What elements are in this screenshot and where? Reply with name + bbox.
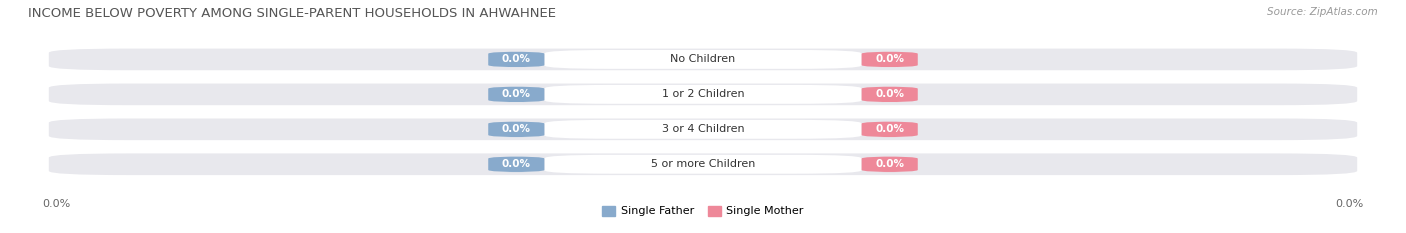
FancyBboxPatch shape	[49, 84, 1357, 105]
FancyBboxPatch shape	[862, 52, 918, 67]
FancyBboxPatch shape	[544, 50, 862, 69]
FancyBboxPatch shape	[488, 52, 544, 67]
FancyBboxPatch shape	[49, 118, 1357, 140]
Text: 0.0%: 0.0%	[875, 124, 904, 134]
Text: 0.0%: 0.0%	[502, 55, 531, 64]
FancyBboxPatch shape	[488, 122, 544, 137]
FancyBboxPatch shape	[862, 122, 918, 137]
FancyBboxPatch shape	[862, 157, 918, 172]
Text: 3 or 4 Children: 3 or 4 Children	[662, 124, 744, 134]
Text: 1 or 2 Children: 1 or 2 Children	[662, 89, 744, 99]
FancyBboxPatch shape	[49, 154, 1357, 175]
FancyBboxPatch shape	[488, 87, 544, 102]
FancyBboxPatch shape	[49, 49, 1357, 70]
Text: 0.0%: 0.0%	[502, 124, 531, 134]
FancyBboxPatch shape	[544, 155, 862, 174]
FancyBboxPatch shape	[862, 87, 918, 102]
Text: 0.0%: 0.0%	[502, 159, 531, 169]
Text: No Children: No Children	[671, 55, 735, 64]
FancyBboxPatch shape	[544, 85, 862, 104]
Text: 5 or more Children: 5 or more Children	[651, 159, 755, 169]
Text: Source: ZipAtlas.com: Source: ZipAtlas.com	[1267, 7, 1378, 17]
Text: 0.0%: 0.0%	[875, 55, 904, 64]
Text: 0.0%: 0.0%	[502, 89, 531, 99]
Text: INCOME BELOW POVERTY AMONG SINGLE-PARENT HOUSEHOLDS IN AHWAHNEE: INCOME BELOW POVERTY AMONG SINGLE-PARENT…	[28, 7, 557, 20]
Text: 0.0%: 0.0%	[42, 199, 70, 209]
FancyBboxPatch shape	[544, 120, 862, 139]
FancyBboxPatch shape	[488, 157, 544, 172]
Text: 0.0%: 0.0%	[875, 89, 904, 99]
Text: 0.0%: 0.0%	[1336, 199, 1364, 209]
Text: 0.0%: 0.0%	[875, 159, 904, 169]
Legend: Single Father, Single Mother: Single Father, Single Mother	[598, 201, 808, 221]
